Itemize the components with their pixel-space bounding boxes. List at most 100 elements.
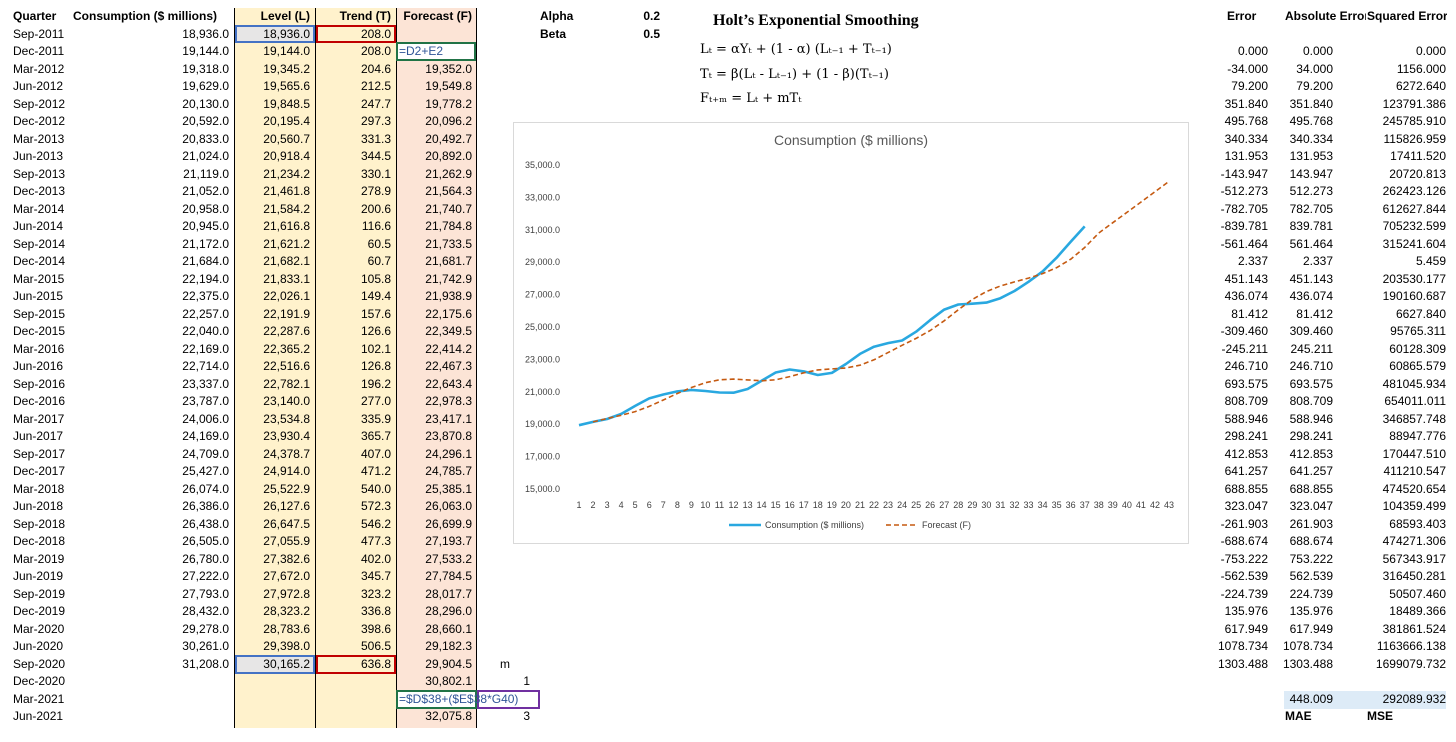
- table-cell: 23,930.4: [263, 429, 310, 443]
- table-cell: 22,714.0: [182, 359, 229, 373]
- table-cell: 196.2: [360, 376, 391, 391]
- error-cell: 315241.604: [1382, 236, 1446, 251]
- error-cell: 2.337: [1237, 254, 1268, 268]
- table-cell: Mar-2014: [13, 201, 65, 216]
- table-cell: 19,144.0: [182, 44, 229, 58]
- error-cell: 261.903: [1289, 516, 1333, 531]
- table-cell: 546.2: [360, 516, 391, 531]
- x-tick-label: 24: [897, 500, 907, 510]
- error-cell: 567343.917: [1382, 551, 1446, 566]
- table-cell: Dec-2016: [13, 394, 66, 408]
- error-cell: 246.710: [1289, 359, 1333, 373]
- table-cell: Mar-2016: [13, 341, 65, 356]
- error-cell: 1156.000: [1396, 61, 1446, 76]
- table-cell: 21,684.0: [182, 254, 229, 268]
- error-cell: 474520.654: [1382, 481, 1446, 496]
- table-cell: 26,127.6: [263, 499, 310, 513]
- table-cell: 22,194.0: [182, 271, 229, 286]
- error-cell: 495.768: [1289, 114, 1333, 128]
- x-tick-label: 1: [576, 500, 581, 510]
- table-cell: 29,904.5: [425, 656, 472, 671]
- error-cell: 561.464: [1289, 236, 1333, 251]
- table-cell: 105.8: [360, 271, 391, 286]
- table-cell: 204.6: [360, 61, 391, 76]
- x-tick-label: 2: [591, 500, 596, 510]
- table-cell: 212.5: [360, 79, 391, 93]
- error-cell: 495.768: [1224, 114, 1268, 128]
- table-cell: 21,833.1: [263, 271, 310, 286]
- error-cell: 351.840: [1224, 96, 1268, 111]
- error-cell: 0.000: [1237, 44, 1268, 58]
- table-cell: 398.6: [360, 621, 391, 636]
- table-cell: 28,296.0: [425, 604, 472, 618]
- table-cell: 297.3: [360, 114, 391, 128]
- error-cell: 123791.386: [1382, 96, 1446, 111]
- table-cell: 28,660.1: [425, 621, 472, 636]
- error-cell: 693.575: [1289, 376, 1333, 391]
- table-cell: 32,075.8: [425, 709, 472, 723]
- error-cell: 808.709: [1224, 394, 1268, 408]
- error-cell: 612627.844: [1382, 201, 1446, 216]
- table-cell: 23,337.0: [182, 376, 229, 391]
- x-tick-label: 38: [1094, 500, 1104, 510]
- error-cell: 839.781: [1289, 219, 1333, 233]
- table-cell: Mar-2015: [13, 271, 65, 286]
- table-cell: 331.3: [360, 131, 391, 146]
- error-cell: 412.853: [1224, 446, 1268, 461]
- error-cell: 95765.311: [1390, 324, 1446, 338]
- param-value: 0.5: [643, 26, 660, 41]
- error-cell: 436.074: [1289, 289, 1333, 303]
- error-cell: 617.949: [1224, 621, 1268, 636]
- x-tick-label: 15: [771, 500, 781, 510]
- mae-value: 448.009: [1289, 691, 1333, 706]
- table-cell: 26,647.5: [263, 516, 310, 531]
- formula: Lₜ = αYₜ + (1 - α) (Lₜ₋₁ + Tₜ₋₁): [700, 42, 892, 57]
- table-cell: 27,972.8: [263, 586, 310, 601]
- error-cell: -224.739: [1220, 586, 1268, 601]
- table-cell: 471.2: [360, 464, 391, 478]
- x-tick-label: 3: [605, 500, 610, 510]
- x-tick-label: 40: [1122, 500, 1132, 510]
- x-tick-label: 29: [967, 500, 977, 510]
- selection-level: [235, 655, 315, 674]
- error-cell: 79.200: [1296, 79, 1333, 93]
- error-cell: 1699079.732: [1375, 656, 1446, 671]
- error-cell: -839.781: [1220, 219, 1268, 233]
- error-cell: 104359.499: [1382, 499, 1446, 513]
- m-header: m: [500, 656, 510, 671]
- error-cell: 562.539: [1289, 569, 1333, 583]
- table-cell: 19,565.6: [263, 79, 310, 93]
- table-cell: 26,780.0: [182, 551, 229, 566]
- y-tick-label: 35,000.0: [525, 160, 560, 170]
- table-cell: 25,385.1: [425, 481, 472, 496]
- table-cell: 636.8: [360, 656, 391, 671]
- x-tick-label: 6: [647, 500, 652, 510]
- table-cell: Sep-2014: [13, 236, 66, 251]
- table-cell: Jun-2016: [13, 359, 64, 373]
- x-tick-label: 41: [1136, 500, 1146, 510]
- error-cell: 688.674: [1289, 534, 1333, 548]
- legend-label: Consumption ($ millions): [765, 520, 864, 530]
- y-tick-label: 23,000.0: [525, 354, 560, 364]
- table-cell: 30,165.2: [263, 656, 310, 671]
- chart-frame: Consumption ($ millions) 15,000.0 17,000.0…: [513, 122, 1189, 544]
- y-tick-label: 15,000.0: [525, 484, 560, 494]
- error-cell: 481045.934: [1382, 376, 1446, 391]
- table-cell: Mar-2020: [13, 621, 65, 636]
- table-cell: 29,182.3: [425, 639, 472, 653]
- table-cell: 21,938.9: [425, 289, 472, 303]
- chart-title: Consumption ($ millions): [774, 132, 928, 148]
- table-cell: 335.9: [360, 411, 391, 426]
- error-cell: -562.539: [1220, 569, 1268, 583]
- table-cell: 21,621.2: [263, 236, 310, 251]
- table-cell: Jun-2014: [13, 219, 64, 233]
- error-cell: 641.257: [1289, 464, 1333, 478]
- error-cell: 617.949: [1289, 621, 1333, 636]
- table-cell: Mar-2021: [13, 691, 65, 706]
- table-cell: 20,195.4: [263, 114, 310, 128]
- table-cell: 23,787.0: [182, 394, 229, 408]
- formula: Fₜ₊ₘ = Lₜ + mTₜ: [700, 91, 802, 106]
- table-cell: 126.6: [360, 324, 391, 338]
- error-cell: 381861.524: [1382, 621, 1446, 636]
- table-cell: Jun-2017: [13, 429, 64, 443]
